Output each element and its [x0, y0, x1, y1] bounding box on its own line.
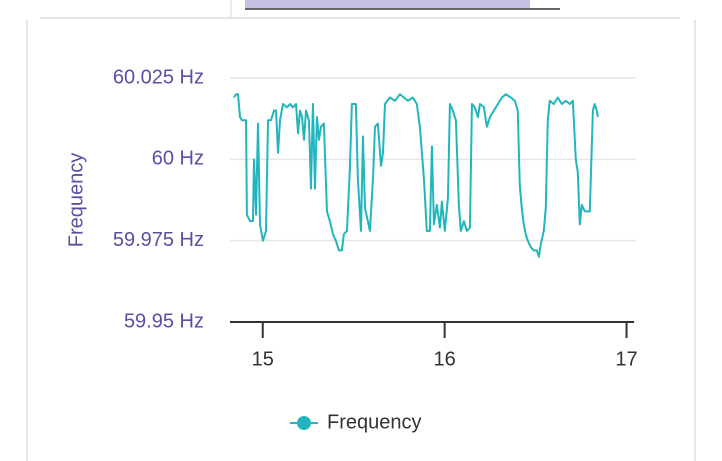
- progress-bar: [245, 0, 530, 8]
- legend-item: Frequency: [290, 411, 422, 433]
- y-tick-label: 59.975 Hz: [113, 229, 204, 251]
- plot-area: 59.95 Hz 59.975 Hz 60 Hz 60.025 Hz 15 16 17: [113, 66, 638, 370]
- y-tick-label: 60.025 Hz: [113, 66, 204, 88]
- legend-label: Frequency: [327, 411, 422, 433]
- y-tick-label: 60 Hz: [152, 148, 204, 170]
- y-tick-label: 59.95 Hz: [124, 310, 204, 332]
- legend-marker: [297, 416, 311, 430]
- y-axis-title: Frequency: [65, 153, 87, 248]
- data-line: [233, 93, 599, 258]
- x-tick-label: 16: [434, 348, 456, 370]
- x-tick-label: 17: [615, 348, 637, 370]
- x-tick-label: 15: [252, 348, 274, 370]
